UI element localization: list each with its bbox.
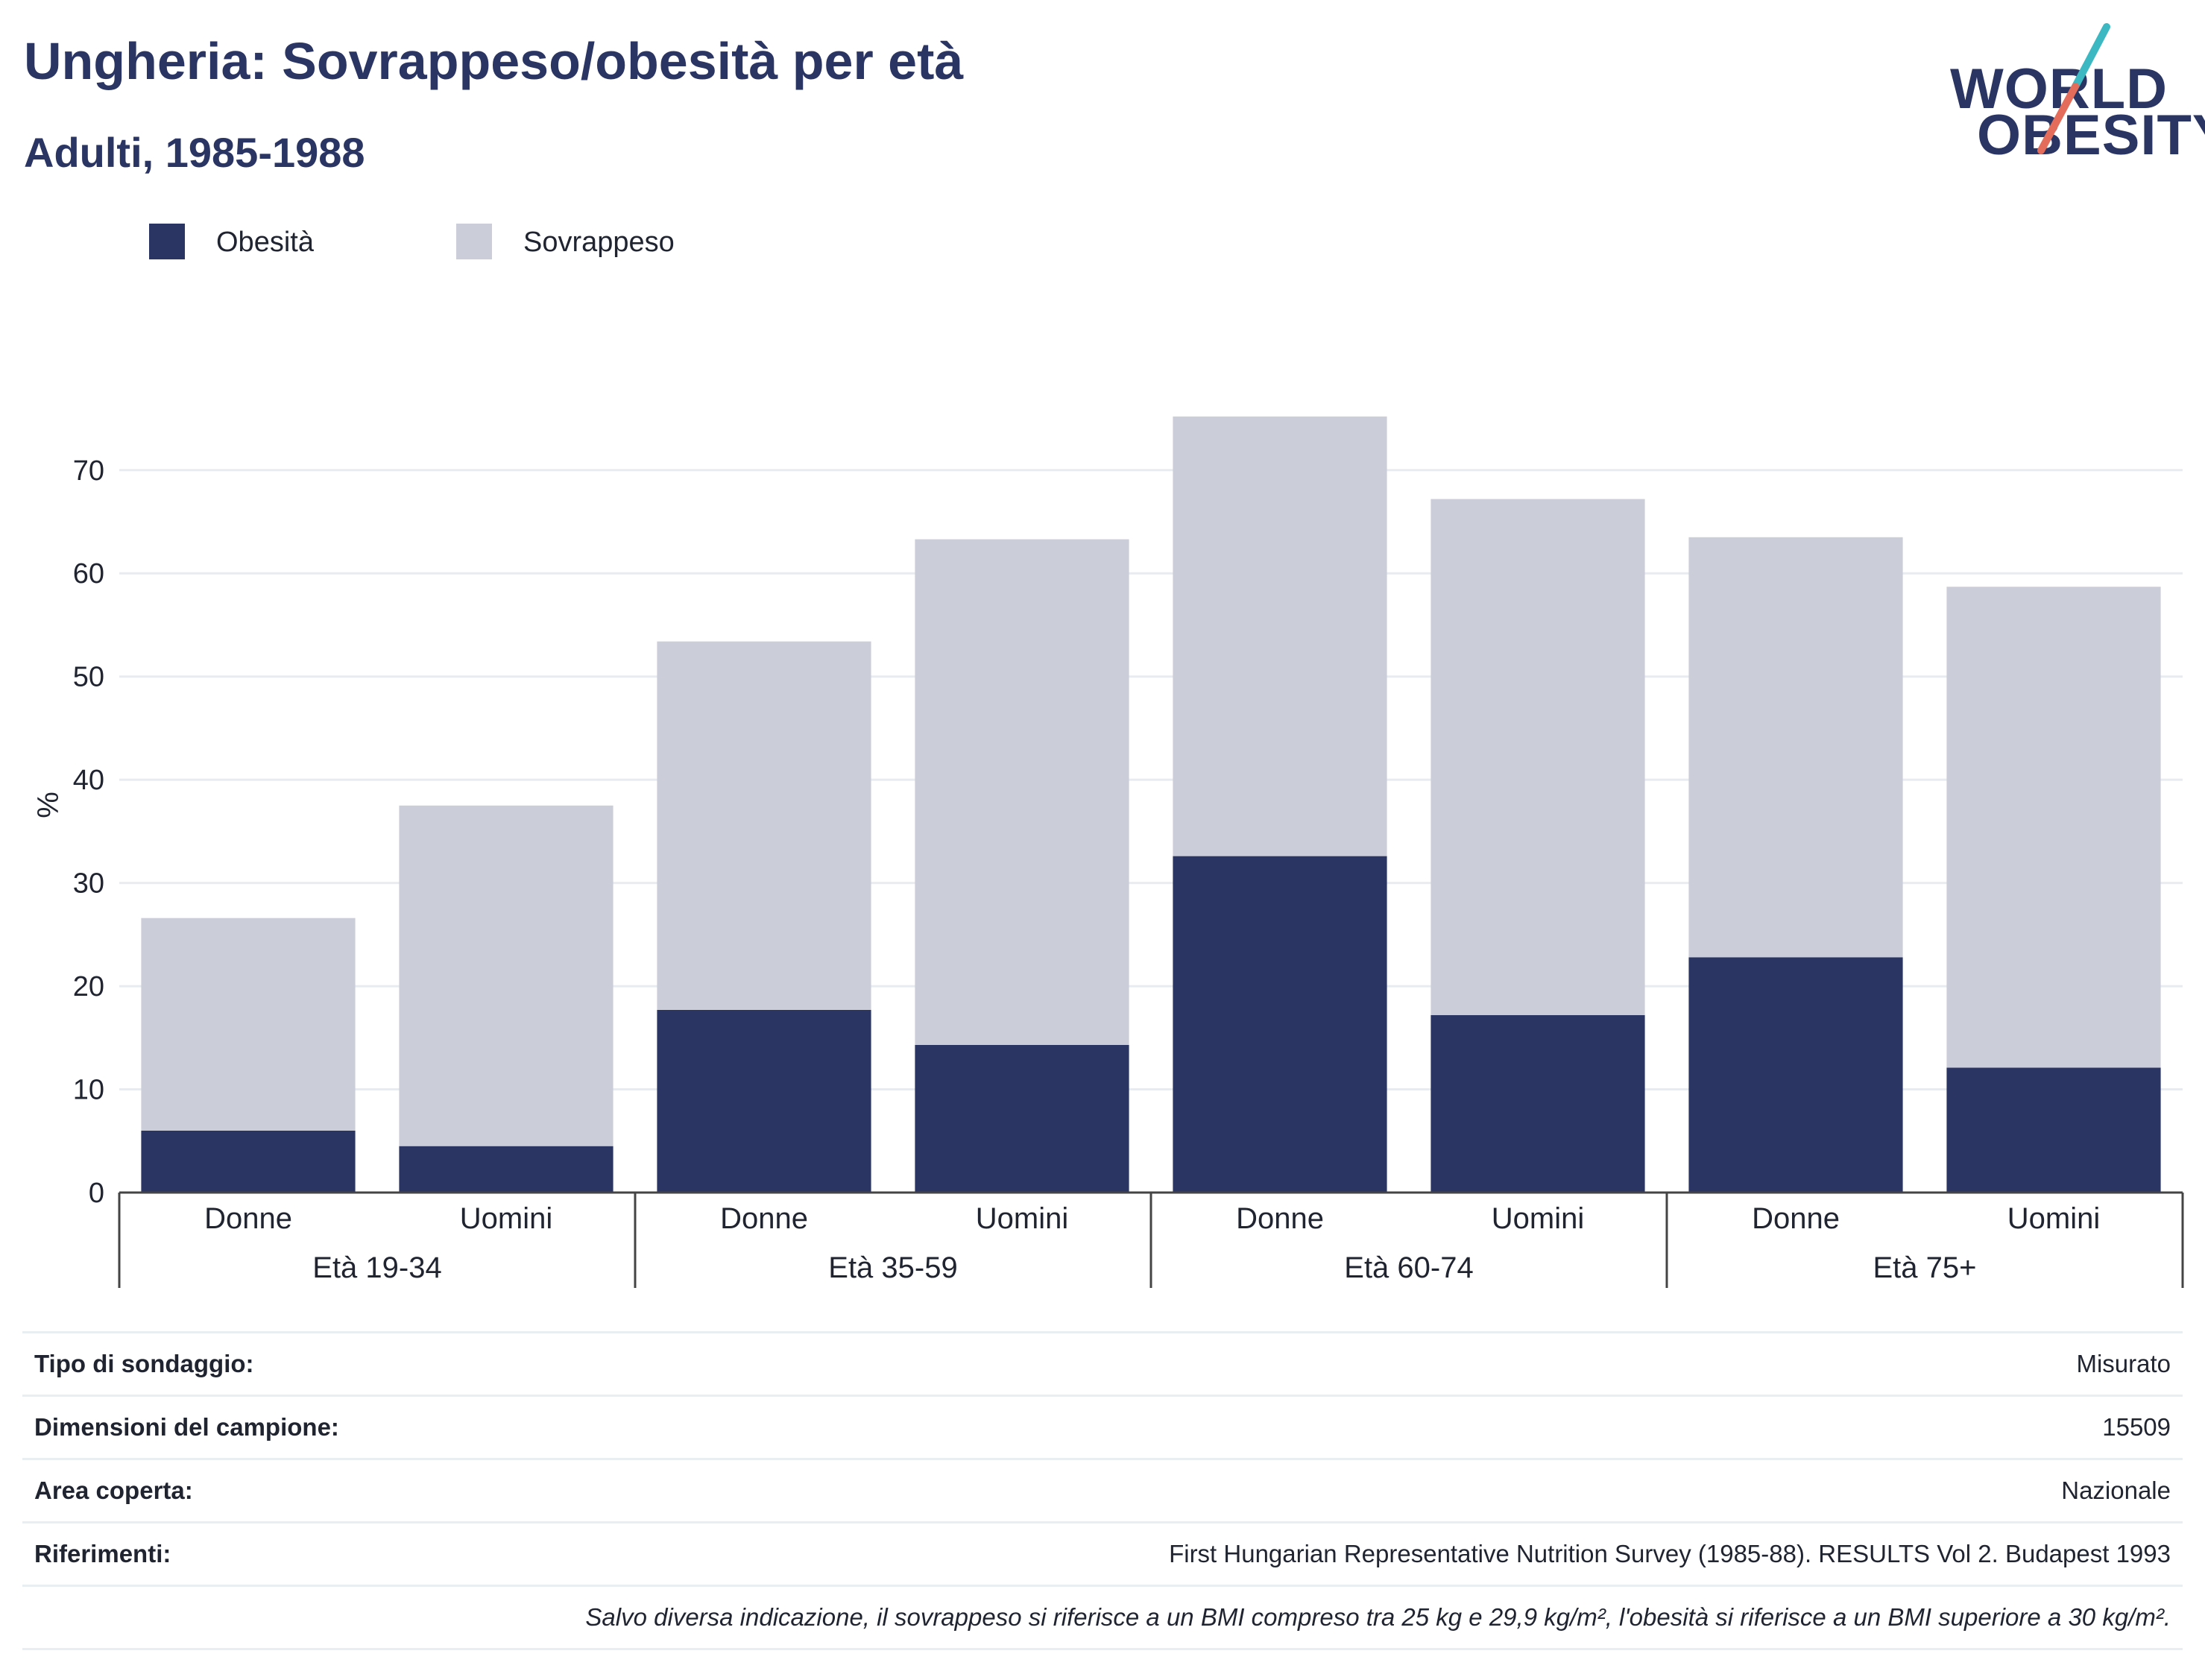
x-category-label: Donne: [720, 1202, 808, 1235]
y-tick-label: 70: [73, 455, 104, 487]
info-key: Tipo di sondaggio:: [34, 1350, 254, 1377]
info-key: Riferimenti:: [34, 1540, 171, 1567]
logo-slash-icon: [2037, 23, 2110, 154]
legend-label-obesita: Obesità: [216, 227, 314, 258]
info-row-note: Salvo diversa indicazione, il sovrappeso…: [22, 1585, 2183, 1650]
x-category-label: Uomini: [2007, 1202, 2100, 1235]
bar-obesita: [399, 1146, 613, 1193]
x-category-label: Donne: [1236, 1202, 1324, 1235]
x-category-label: Donne: [204, 1202, 292, 1235]
bar-sovrappeso: [399, 805, 613, 1146]
x-group-label: Età 75+: [1873, 1251, 1976, 1284]
bar-obesita: [657, 1009, 871, 1193]
bar-sovrappeso: [1430, 499, 1645, 1015]
logo-text-obesity: OBESITY: [1977, 104, 2205, 167]
y-tick-label: 50: [73, 662, 104, 693]
bar-sovrappeso: [1173, 416, 1387, 856]
bar-obesita: [1173, 856, 1387, 1193]
info-row-sample-size: Dimensioni del campione: 15509: [22, 1395, 2183, 1458]
y-tick-label: 40: [73, 765, 104, 796]
info-row-references: Riferimenti: First Hungarian Representat…: [22, 1521, 2183, 1585]
bar-sovrappeso: [1688, 537, 1903, 958]
legend-swatch-obesita: [149, 224, 185, 259]
info-key: Dimensioni del campione:: [34, 1413, 339, 1441]
info-value: First Hungarian Representative Nutrition…: [1169, 1540, 2171, 1567]
survey-info-table: Tipo di sondaggio: Misurato Dimensioni d…: [22, 1331, 2183, 1650]
y-tick-label: 20: [73, 971, 104, 1002]
x-group-label: Età 35-59: [828, 1251, 957, 1284]
bar-sovrappeso: [1946, 587, 2161, 1068]
y-tick-label: 10: [73, 1075, 104, 1106]
bar-chart: 0 10 20 30 40 50 60 70% Donne Uomini Donne Uomini Do…: [32, 416, 2184, 1288]
x-category-label: Uomini: [460, 1202, 552, 1235]
info-value: 15509: [2102, 1413, 2171, 1441]
info-value: Misurato: [2076, 1350, 2171, 1377]
y-tick-label: 0: [89, 1178, 104, 1209]
bar-obesita: [1946, 1067, 2161, 1193]
info-value: Nazionale: [2061, 1477, 2171, 1504]
bar-obesita: [915, 1045, 1129, 1193]
chart-title: Ungheria: Sovrappeso/obesità per età: [24, 32, 964, 90]
bmi-definition-note: Salvo diversa indicazione, il sovrappeso…: [585, 1603, 2171, 1631]
chart-subtitle: Adulti, 1985-1988: [24, 129, 365, 176]
bar-obesita: [1688, 957, 1903, 1193]
bar-obesita: [1430, 1014, 1645, 1193]
logo-text-world: WORLD: [1950, 57, 2168, 121]
y-axis-title: %: [32, 792, 65, 818]
x-category-label: Uomini: [976, 1202, 1068, 1235]
legend-label-sovrappeso: Sovrappeso: [523, 227, 675, 258]
bar-sovrappeso: [141, 918, 356, 1131]
x-group-label: Età 60-74: [1344, 1251, 1473, 1284]
x-category-label: Donne: [1752, 1202, 1840, 1235]
y-tick-label: 60: [73, 558, 104, 590]
bar-sovrappeso: [915, 539, 1129, 1045]
bar-sovrappeso: [657, 641, 871, 1010]
x-category-label: Uomini: [1492, 1202, 1584, 1235]
info-row-area-covered: Area coperta: Nazionale: [22, 1458, 2183, 1521]
info-key: Area coperta:: [34, 1477, 193, 1504]
bar-obesita: [141, 1130, 356, 1193]
world-obesity-logo: WORLD OBESITY: [1944, 21, 2205, 164]
legend-swatch-sovrappeso: [456, 224, 492, 259]
info-row-survey-type: Tipo di sondaggio: Misurato: [22, 1331, 2183, 1395]
x-group-label: Età 19-34: [312, 1251, 441, 1284]
y-tick-label: 30: [73, 868, 104, 900]
